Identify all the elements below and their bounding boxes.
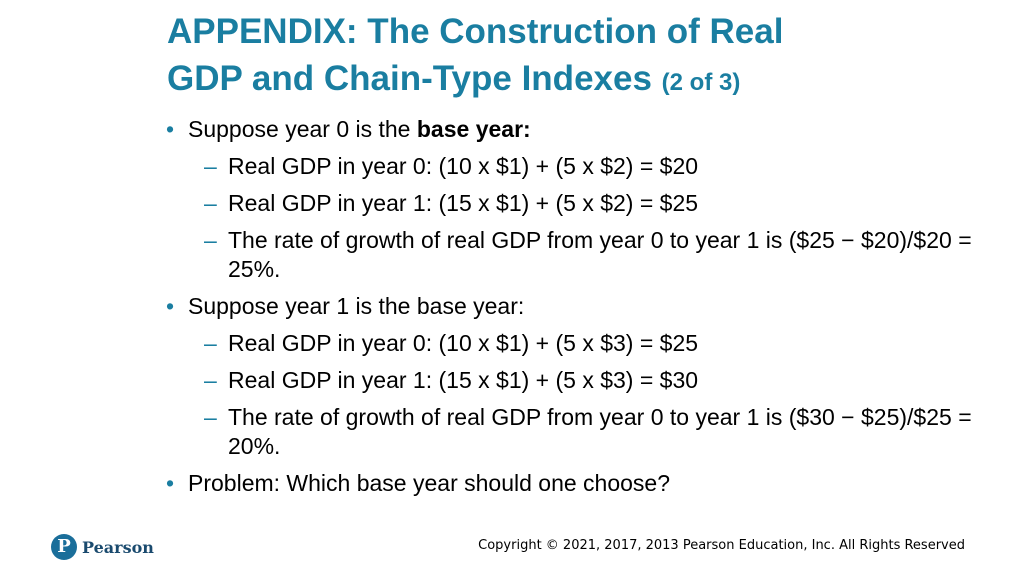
sub-bullet-item: – Real GDP in year 0: (10 x $1) + (5 x $… bbox=[166, 329, 986, 358]
slide-content: • Suppose year 0 is the base year: – Rea… bbox=[166, 115, 986, 506]
bullet-icon: • bbox=[166, 470, 175, 496]
sub-bullet-item: – Real GDP in year 1: (15 x $1) + (5 x $… bbox=[166, 366, 986, 395]
sub-bullet-text: The rate of growth of real GDP from year… bbox=[228, 404, 972, 459]
sub-bullet-text: Real GDP in year 0: (10 x $1) + (5 x $2)… bbox=[228, 153, 699, 179]
bullet-text: Suppose year 0 is the bbox=[188, 116, 417, 142]
bullet-icon: • bbox=[166, 116, 175, 142]
copyright-notice: Copyright © 2021, 2017, 2013 Pearson Edu… bbox=[478, 538, 965, 553]
sub-bullet-item: – The rate of growth of real GDP from ye… bbox=[166, 226, 986, 284]
pearson-logo: P Pearson bbox=[51, 534, 154, 560]
bullet-icon: • bbox=[166, 293, 175, 319]
dash-icon: – bbox=[204, 404, 217, 430]
pearson-logo-icon: P bbox=[51, 534, 77, 560]
title-line-1: APPENDIX: The Construction of Real bbox=[167, 12, 784, 51]
bullet-text: Suppose year 1 is the base year: bbox=[188, 293, 525, 319]
dash-icon: – bbox=[204, 227, 217, 253]
bullet-bold-text: base year: bbox=[416, 116, 531, 142]
title-line-2-text: GDP and Chain-Type Indexes bbox=[167, 59, 652, 98]
bullet-item: • Suppose year 1 is the base year: bbox=[166, 292, 986, 321]
dash-icon: – bbox=[204, 330, 217, 356]
sub-bullet-item: – Real GDP in year 0: (10 x $1) + (5 x $… bbox=[166, 152, 986, 181]
sub-bullet-item: – The rate of growth of real GDP from ye… bbox=[166, 403, 986, 461]
dash-icon: – bbox=[204, 153, 217, 179]
dash-icon: – bbox=[204, 367, 217, 393]
dash-icon: – bbox=[204, 190, 217, 216]
bullet-item: • Suppose year 0 is the base year: bbox=[166, 115, 986, 144]
sub-bullet-text: Real GDP in year 1: (15 x $1) + (5 x $3)… bbox=[228, 367, 699, 393]
sub-bullet-text: The rate of growth of real GDP from year… bbox=[228, 227, 972, 282]
title-suffix: (2 of 3) bbox=[661, 69, 741, 96]
bullet-item: • Problem: Which base year should one ch… bbox=[166, 469, 986, 498]
sub-bullet-item: – Real GDP in year 1: (15 x $1) + (5 x $… bbox=[166, 189, 986, 218]
sub-bullet-text: Real GDP in year 0: (10 x $1) + (5 x $3)… bbox=[228, 330, 699, 356]
pearson-logo-text: Pearson bbox=[82, 537, 154, 557]
title-line-2: GDP and Chain-Type Indexes (2 of 3) bbox=[167, 55, 997, 106]
bullet-text: Problem: Which base year should one choo… bbox=[188, 470, 671, 496]
sub-bullet-text: Real GDP in year 1: (15 x $1) + (5 x $2)… bbox=[228, 190, 699, 216]
slide-title: APPENDIX: The Construction of Real GDP a… bbox=[167, 8, 997, 106]
